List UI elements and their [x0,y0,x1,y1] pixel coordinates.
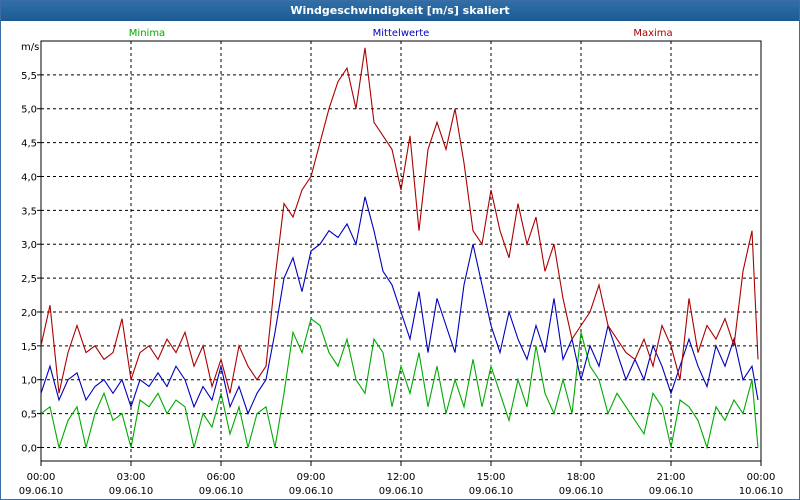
y-axis-label: m/s [21,42,39,53]
y-tick-label: 0,5 [21,410,37,421]
y-tick-label: 3,5 [21,206,37,217]
x-tick-date: 09.06.10 [649,486,694,497]
y-tick-label: 5,0 [21,105,37,116]
x-tick-date: 09.06.10 [469,486,514,497]
y-tick-label: 1,0 [21,376,37,387]
y-tick-label: 5,5 [21,71,37,82]
y-tick-label: 4,5 [21,139,37,150]
y-tick-label: 4,0 [21,172,37,183]
chart-title: Windgeschwindigkeit [m/s] skaliert [1,1,799,21]
series-line-minima [40,317,759,450]
x-tick-date: 09.06.10 [19,486,64,497]
x-tick-time: 12:00 [387,472,416,483]
x-tick-time: 03:00 [117,472,146,483]
x-tick-date: 10.06.10 [739,486,784,497]
legend-entry: Maxima [633,28,672,39]
grid-lines [41,41,761,461]
legend: Minima Mittelwerte Maxima [129,28,673,39]
series-line-mittelwerte [40,196,759,416]
legend-entry: Minima [129,28,165,39]
x-tick-date: 09.06.10 [289,486,334,497]
x-tick-time: 06:00 [207,472,236,483]
x-tick-date: 09.06.10 [559,486,604,497]
x-tick-date: 09.06.10 [199,486,244,497]
y-tick-label: 1,5 [21,342,37,353]
x-tick-date: 09.06.10 [109,486,154,497]
x-tick-date: 09.06.10 [379,486,424,497]
x-tick-time: 15:00 [477,472,506,483]
x-tick-time: 00:00 [27,472,56,483]
y-tick-label: 2,5 [21,274,37,285]
x-tick-time: 09:00 [297,472,326,483]
y-tick-label: 3,0 [21,240,37,251]
legend-entry: Mittelwerte [373,28,430,39]
x-tick-time: 18:00 [567,472,596,483]
x-axis-ticks: 00:00 09.06.10 03:00 09.06.10 06:00 09.06.10 0… [19,461,784,497]
y-axis-ticks: 0,0 0,5 1,0 1,5 2,0 2,5 3,0 3,5 4,0 4,5 5,0 5,5 [21,71,41,454]
series-lines [40,47,759,450]
series-line-maxima [40,47,759,394]
x-tick-time: 21:00 [657,472,686,483]
y-tick-label: 2,0 [21,308,37,319]
y-tick-label: 0,0 [21,443,37,454]
x-tick-time: 00:00 [747,472,776,483]
